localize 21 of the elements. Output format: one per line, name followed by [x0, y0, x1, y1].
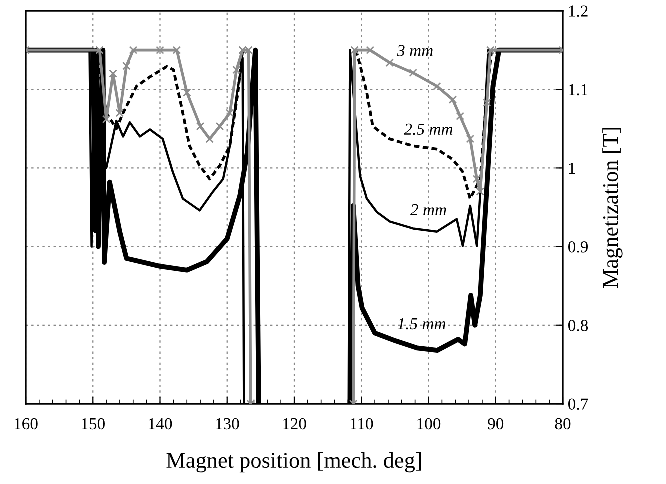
x-axis-title: Magnet position [mech. deg] [166, 452, 422, 473]
y-tick-label: 0.8 [568, 320, 588, 332]
series-label: 2 mm [410, 204, 446, 216]
x-tick-label: 160 [14, 418, 38, 430]
x-tick-label: 80 [555, 418, 571, 430]
y-tick-label: 1.1 [569, 84, 588, 96]
y-axis-title: Magnetization [T] [602, 128, 623, 288]
x-tick-label: 140 [149, 418, 172, 430]
x-tick-label: 110 [350, 418, 374, 430]
y-tick-label: 1.2 [569, 6, 588, 18]
y-tick-label: 0.9 [568, 242, 588, 253]
series-label: 3 mm [397, 45, 433, 56]
y-tick-label: 1 [569, 162, 576, 174]
series-label: 2.5 mm [404, 124, 453, 136]
y-tick-label: 0.7 [568, 398, 588, 410]
x-tick-label: 100 [418, 418, 441, 430]
x-tick-label: 130 [216, 418, 240, 430]
series-label: 1.5 mm [398, 318, 446, 330]
x-tick-label: 150 [82, 418, 105, 430]
x-tick-label: 120 [283, 418, 306, 430]
x-tick-label: 90 [488, 418, 504, 430]
